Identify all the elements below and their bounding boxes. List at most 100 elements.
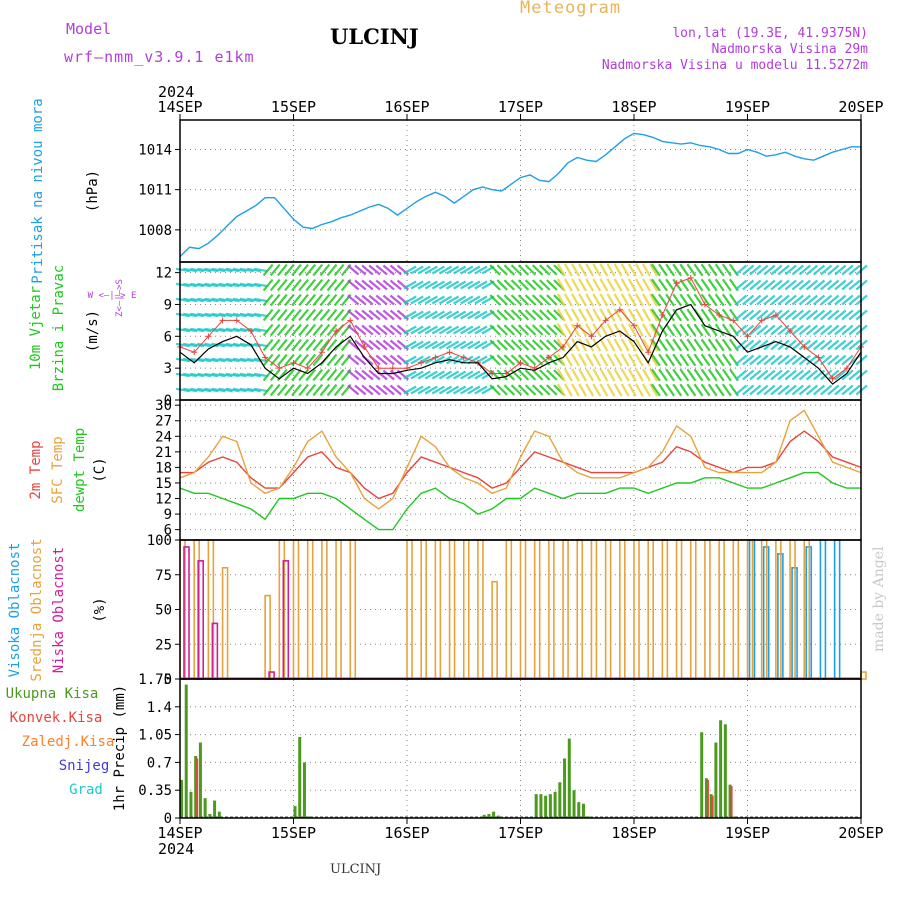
wind-barb — [805, 339, 819, 351]
wind-barb — [417, 265, 431, 275]
wind-barb — [848, 384, 861, 396]
wind-compass-ns-label: Z<–|–>S — [115, 279, 125, 317]
wind-barb — [232, 297, 247, 303]
wind-barb — [305, 383, 317, 397]
precip-legend-2: Zaledj.Kisa — [22, 734, 115, 750]
wind-barb — [510, 324, 523, 336]
wind-barb — [642, 383, 651, 397]
wind-barb — [183, 267, 198, 273]
wind-barb — [503, 339, 516, 351]
wind-barb — [424, 325, 438, 335]
wind-barb — [190, 282, 205, 288]
cloud-bar — [661, 539, 669, 680]
wind-barb — [634, 338, 644, 352]
y-tick-label: 9 — [164, 507, 172, 523]
wind-barb — [841, 384, 854, 396]
wind-barb — [585, 368, 595, 382]
wind-barb — [438, 325, 453, 335]
wind-barb — [563, 293, 573, 307]
wind-barb — [734, 264, 748, 276]
wind-barb — [319, 383, 331, 397]
wind-barb — [592, 293, 602, 307]
wind-barb — [291, 338, 302, 352]
precip-conv-bar — [196, 758, 199, 818]
wind-barb — [197, 387, 212, 393]
temp-2m-label: 2m Temp — [28, 440, 44, 499]
x-tick-label-top: 20SEP — [838, 98, 883, 116]
wind-barb — [679, 368, 690, 382]
precip-bar — [307, 816, 311, 818]
wind-barb — [763, 339, 776, 351]
y-tick-label: 18 — [155, 460, 172, 476]
wind-barb — [284, 368, 295, 382]
wind-barb — [546, 369, 558, 381]
wind-barb — [742, 279, 755, 291]
wind-barb — [556, 293, 566, 307]
wind-barb — [262, 368, 274, 382]
wind-barb — [517, 309, 530, 321]
wind-barb — [686, 353, 697, 367]
x-tick-label-top: 17SEP — [498, 98, 543, 116]
wind-barb — [298, 368, 309, 382]
wind-barb — [389, 309, 402, 321]
precip-bar — [496, 815, 500, 818]
wind-barb — [431, 280, 445, 290]
wind-barb — [791, 309, 804, 321]
wind-barb — [812, 264, 826, 276]
precip-bar — [298, 736, 302, 818]
wind-barb — [417, 340, 431, 350]
wind-barb — [556, 383, 566, 397]
wind-barb — [756, 324, 769, 336]
wind-barb — [658, 278, 668, 292]
wind-barb — [298, 353, 309, 367]
wind-barb — [467, 370, 481, 380]
wind-barb — [368, 324, 381, 336]
wind-barb — [489, 264, 501, 276]
wind-barb — [563, 278, 573, 292]
wind-barb — [496, 294, 508, 306]
wind-barb — [841, 324, 854, 336]
wind-barb — [650, 278, 661, 292]
wind-barb — [175, 327, 191, 333]
wind-barb — [333, 293, 345, 307]
wind-barb — [204, 312, 219, 318]
wind-barb — [700, 338, 711, 352]
wind-barb — [770, 294, 783, 306]
wind-barb — [319, 293, 331, 307]
wind-barb — [403, 280, 417, 290]
wind-barb — [578, 353, 588, 367]
wind-barb — [298, 278, 309, 292]
wind-barb — [333, 383, 345, 397]
precip-bar — [548, 794, 552, 818]
wind-barb — [211, 342, 226, 348]
wind-barb — [627, 368, 637, 382]
wind-barb — [571, 308, 580, 322]
wind-barb — [686, 308, 697, 322]
wind-barb — [354, 369, 367, 381]
wind-barb — [269, 263, 281, 277]
wind-barb — [686, 263, 697, 277]
wind-barb — [834, 309, 847, 321]
wind-barb — [211, 387, 226, 393]
wind-barb — [354, 264, 367, 276]
precip-bar — [180, 779, 183, 818]
wind-barb — [453, 295, 467, 305]
wind-barb — [649, 263, 659, 277]
wind-unit-label: (m/s) — [85, 310, 101, 352]
wind-barb — [524, 309, 537, 321]
wind-barb — [827, 264, 840, 276]
wind-barb — [531, 264, 544, 276]
lonlat-label: lon,lat (19.3E, 41.9375N) — [672, 26, 868, 41]
wind-barb — [599, 293, 609, 307]
wind-barb — [361, 369, 374, 381]
wind-barb — [253, 387, 269, 393]
wind-barb — [756, 309, 769, 321]
wind-barb — [770, 369, 783, 381]
wind-barb — [431, 325, 445, 335]
wind-barb — [403, 310, 417, 320]
wind-barb — [262, 263, 274, 277]
wind-barb — [175, 282, 191, 288]
wind-barb — [686, 323, 697, 337]
wind-barb — [453, 310, 467, 320]
wind-barb — [620, 383, 630, 397]
